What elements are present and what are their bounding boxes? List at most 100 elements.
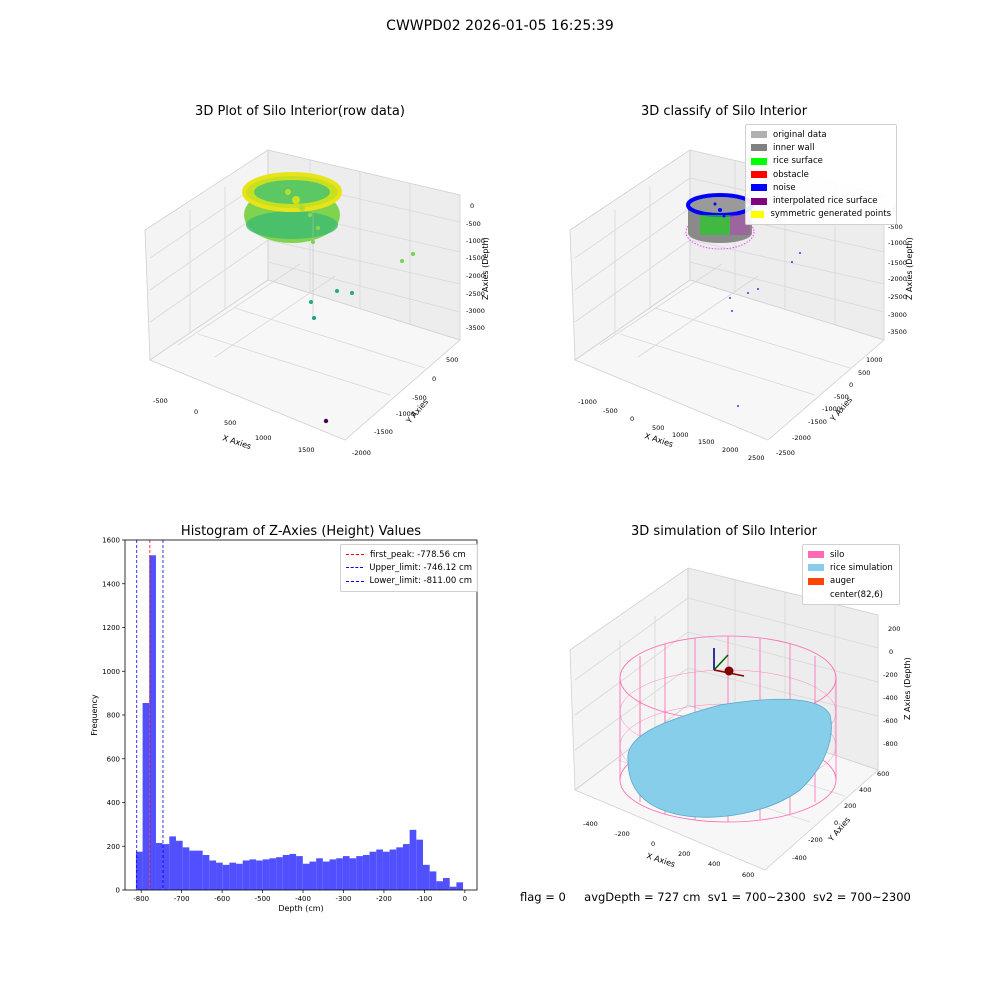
svg-text:-2500: -2500 bbox=[466, 290, 485, 298]
legend-swatch bbox=[751, 131, 767, 139]
svg-text:1000: 1000 bbox=[672, 431, 689, 439]
svg-text:400: 400 bbox=[708, 860, 720, 868]
x-tick-label: -600 bbox=[214, 895, 230, 903]
histogram-bar bbox=[149, 555, 156, 890]
svg-text:-200: -200 bbox=[883, 671, 898, 679]
x-tick-label: -100 bbox=[416, 895, 432, 903]
sv2-value: sv2 = 700~2300 bbox=[812, 890, 911, 904]
svg-text:-1000: -1000 bbox=[466, 237, 485, 245]
histogram-bar bbox=[262, 859, 270, 890]
svg-text:-1000: -1000 bbox=[822, 405, 841, 413]
svg-text:-2000: -2000 bbox=[466, 272, 485, 280]
svg-text:-500: -500 bbox=[466, 220, 481, 228]
svg-text:0: 0 bbox=[834, 819, 838, 827]
panel1-ticks: -500 0 500 1000 1500 500 0 -500 -1000 -1500 -20… bbox=[153, 202, 485, 457]
histogram-bar bbox=[202, 855, 210, 890]
histogram-bar bbox=[175, 840, 183, 890]
legend-line bbox=[346, 567, 364, 569]
histogram-bar bbox=[302, 863, 310, 890]
legend-line bbox=[346, 554, 364, 556]
legend-swatch bbox=[751, 144, 767, 152]
y-tick-label: 800 bbox=[107, 712, 120, 720]
histogram-bar bbox=[142, 702, 150, 890]
histogram-bar bbox=[409, 829, 417, 890]
legend-label: Lower_limit: -811.00 cm bbox=[369, 576, 472, 587]
histogram-bar bbox=[362, 855, 370, 890]
legend-swatch bbox=[751, 197, 767, 205]
histogram-bar bbox=[282, 855, 290, 890]
svg-text:-500: -500 bbox=[834, 393, 849, 401]
x-tick-label: 0 bbox=[463, 895, 467, 903]
histogram-bar bbox=[169, 836, 176, 890]
panel2-title: 3D classify of Silo Interior bbox=[640, 104, 808, 119]
panel4-title: 3D simulation of Silo Interior bbox=[631, 524, 817, 539]
panel3-legend: first_peak: -778.56 cm Upper_limit: -746… bbox=[340, 544, 478, 592]
svg-text:600: 600 bbox=[877, 770, 889, 778]
y-tick-label: 0 bbox=[116, 887, 120, 895]
histogram-bar bbox=[316, 858, 323, 890]
x-tick-label: -800 bbox=[133, 895, 149, 903]
svg-text:500: 500 bbox=[446, 356, 458, 364]
svg-text:-500: -500 bbox=[603, 407, 618, 415]
histogram-bar bbox=[289, 853, 297, 890]
histogram-bar bbox=[182, 847, 190, 890]
svg-text:-3000: -3000 bbox=[888, 311, 907, 319]
legend-label: original data bbox=[773, 129, 827, 140]
y-tick-label: 600 bbox=[107, 755, 120, 763]
histogram-bar bbox=[242, 860, 250, 890]
histogram-bar bbox=[229, 862, 237, 890]
x-tick-label: -500 bbox=[255, 895, 271, 903]
svg-text:-2500: -2500 bbox=[776, 449, 795, 457]
svg-text:-2000: -2000 bbox=[888, 275, 907, 283]
legend-label: obstacle bbox=[773, 169, 809, 180]
legend-label: Upper_limit: -746.12 cm bbox=[369, 562, 472, 573]
legend-label: rice simulation bbox=[830, 562, 893, 573]
svg-text:0: 0 bbox=[651, 840, 655, 848]
histogram-bar bbox=[196, 850, 203, 890]
panel3-ylabel: Frequency bbox=[90, 694, 99, 736]
svg-text:1000: 1000 bbox=[255, 434, 272, 442]
svg-text:-1000: -1000 bbox=[888, 239, 907, 247]
svg-text:200: 200 bbox=[678, 850, 690, 858]
svg-text:0: 0 bbox=[630, 415, 634, 423]
panel4-ylabel: Y Axies bbox=[826, 815, 852, 844]
y-tick-label: 1000 bbox=[102, 668, 120, 676]
histogram-bar bbox=[396, 847, 403, 890]
svg-text:-2000: -2000 bbox=[352, 449, 371, 457]
x-tick-label: -400 bbox=[295, 895, 311, 903]
svg-text:-1000: -1000 bbox=[578, 398, 597, 406]
histogram-bar bbox=[296, 856, 303, 890]
histogram-bar bbox=[209, 860, 217, 890]
histogram-bar bbox=[329, 859, 337, 890]
svg-text:-800: -800 bbox=[883, 740, 898, 748]
histogram-bar bbox=[269, 858, 277, 890]
panel1-zlabel: Z Axies (Depth) bbox=[481, 237, 490, 300]
svg-text:-500: -500 bbox=[412, 394, 427, 402]
svg-text:2500: 2500 bbox=[748, 454, 765, 462]
y-tick-label: 200 bbox=[107, 843, 120, 851]
x-tick-label: -200 bbox=[376, 895, 392, 903]
panel3-title: Histogram of Z-Axies (Height) Values bbox=[180, 524, 422, 539]
svg-text:200: 200 bbox=[844, 802, 856, 810]
legend-label: noise bbox=[773, 182, 796, 193]
svg-text:-1000: -1000 bbox=[396, 410, 415, 418]
histogram-bar bbox=[276, 857, 283, 890]
histogram-bar bbox=[155, 842, 163, 890]
y-tick-label: 1200 bbox=[102, 624, 120, 632]
legend-swatch bbox=[751, 184, 767, 192]
svg-text:400: 400 bbox=[859, 786, 871, 794]
svg-text:-3000: -3000 bbox=[466, 307, 485, 315]
histogram-bar bbox=[349, 858, 357, 890]
panel1-silo-ring bbox=[242, 172, 342, 243]
panel1-axes-box bbox=[144, 149, 461, 441]
avg-depth-value: avgDepth = 727 cm bbox=[584, 890, 701, 904]
x-tick-label: -700 bbox=[174, 895, 190, 903]
panel4-rice-surface bbox=[627, 698, 832, 818]
y-tick-label: 1600 bbox=[102, 537, 120, 545]
x-tick-label: -300 bbox=[336, 895, 352, 903]
svg-text:-1500: -1500 bbox=[466, 254, 485, 262]
panel2-zlabel: Z Axies (Depth) bbox=[905, 237, 914, 300]
